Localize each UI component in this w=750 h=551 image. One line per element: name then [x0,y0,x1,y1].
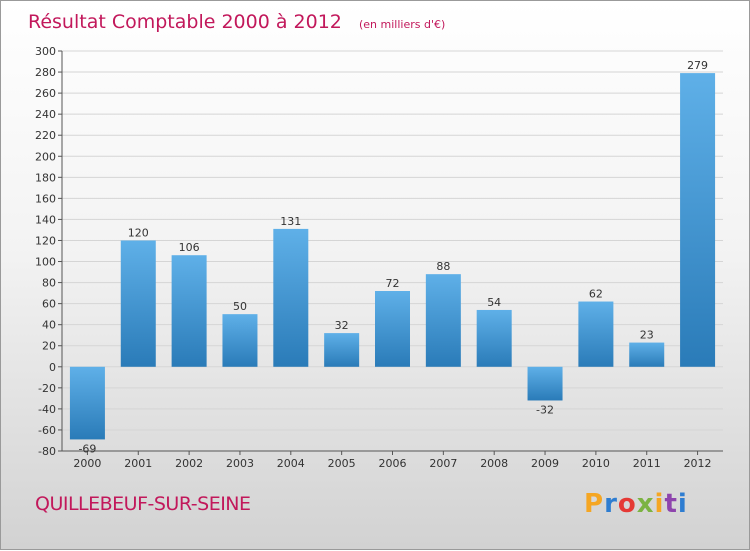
y-tick-label: 260 [35,87,56,100]
y-tick-label: 20 [42,340,56,353]
bar-2010 [578,301,614,367]
x-tick-label: 2012 [684,457,712,470]
data-label-2003: 50 [233,300,247,313]
x-axis-ticks: 2000 2001 2002 2003 2004 2005 2006 2007 2008 2009… [73,451,712,470]
y-tick-label: -60 [38,424,56,437]
data-label-2012: 279 [687,59,708,72]
data-label-2005: 32 [335,319,349,332]
data-labels: -69 120 106 50 131 32 72 88 54 -32 62 23 279 [78,59,708,455]
grid-lines [62,50,723,452]
data-label-2002: 106 [179,241,200,254]
y-tick-label: -40 [38,403,56,416]
y-tick-label: 300 [35,45,56,58]
bar-2002 [171,255,207,367]
data-label-2006: 72 [386,277,400,290]
x-tick-label: 2001 [124,457,152,470]
bar-2009 [527,366,563,401]
data-label-2007: 88 [436,260,450,273]
y-tick-label: 60 [42,298,56,311]
bar-2007 [425,274,461,367]
x-tick-label: 2008 [480,457,508,470]
y-tick-label: 180 [35,171,56,184]
x-tick-label: 2009 [531,457,559,470]
y-axis-ticks: -80 -60 -40 -20 0 20 40 60 80 100 120 140 160 180 200 2… [35,45,62,458]
y-tick-label: 100 [35,256,56,269]
y-tick-label: 280 [35,66,56,79]
bar-2005 [324,333,360,367]
y-tick-label: -20 [38,382,56,395]
logo-letter: t [664,489,678,519]
x-tick-label: 2007 [429,457,457,470]
x-tick-label: 2006 [379,457,407,470]
chart-title: Résultat Comptable 2000 à 2012 (en milli… [28,11,445,33]
x-tick-label: 2010 [582,457,610,470]
x-tick-label: 2000 [73,457,101,470]
bar-2004 [273,228,309,367]
bar-2003 [222,314,258,367]
bar-2006 [375,291,410,367]
data-label-2011: 23 [640,329,654,342]
y-tick-label: -80 [38,445,56,458]
x-tick-label: 2004 [277,457,305,470]
bar-2011 [629,342,665,367]
y-tick-label: 160 [35,192,56,205]
y-tick-label: 140 [35,213,56,226]
y-tick-label: 200 [35,150,56,163]
x-tick-label: 2003 [226,457,254,470]
data-label-2009: -32 [536,403,554,416]
y-tick-label: 0 [49,361,56,374]
y-tick-label: 80 [42,277,56,290]
y-tick-label: 240 [35,108,56,121]
x-tick-label: 2011 [633,457,661,470]
bar-2001 [120,240,156,367]
bar-2008 [476,309,512,367]
logo-letter: r [604,489,618,519]
data-label-2000: -69 [78,442,96,455]
y-tick-label: 120 [35,234,56,247]
logo-letter: P [584,489,605,519]
data-label-2004: 131 [280,215,301,228]
y-tick-label: 40 [42,319,56,332]
logo-letter: i [677,489,688,519]
data-label-2008: 54 [487,296,501,309]
logo-letter: i [654,489,665,519]
logo-letter: x [636,489,655,519]
bar-2000 [69,366,105,440]
data-label-2010: 62 [589,288,603,301]
proxiti-logo: Proxiti [584,489,688,519]
data-label-2001: 120 [128,226,149,239]
bars [69,73,716,440]
x-tick-label: 2005 [328,457,356,470]
bar-2012 [680,73,716,367]
y-tick-label: 220 [35,129,56,142]
logo-letter: o [617,489,637,519]
commune-name: QUILLEBEUF-SUR-SEINE [35,493,251,515]
chart-title-main: Résultat Comptable 2000 à 2012 [28,11,342,33]
axes [61,51,723,452]
x-tick-label: 2002 [175,457,203,470]
chart-title-unit: (en milliers d'€) [359,18,445,31]
